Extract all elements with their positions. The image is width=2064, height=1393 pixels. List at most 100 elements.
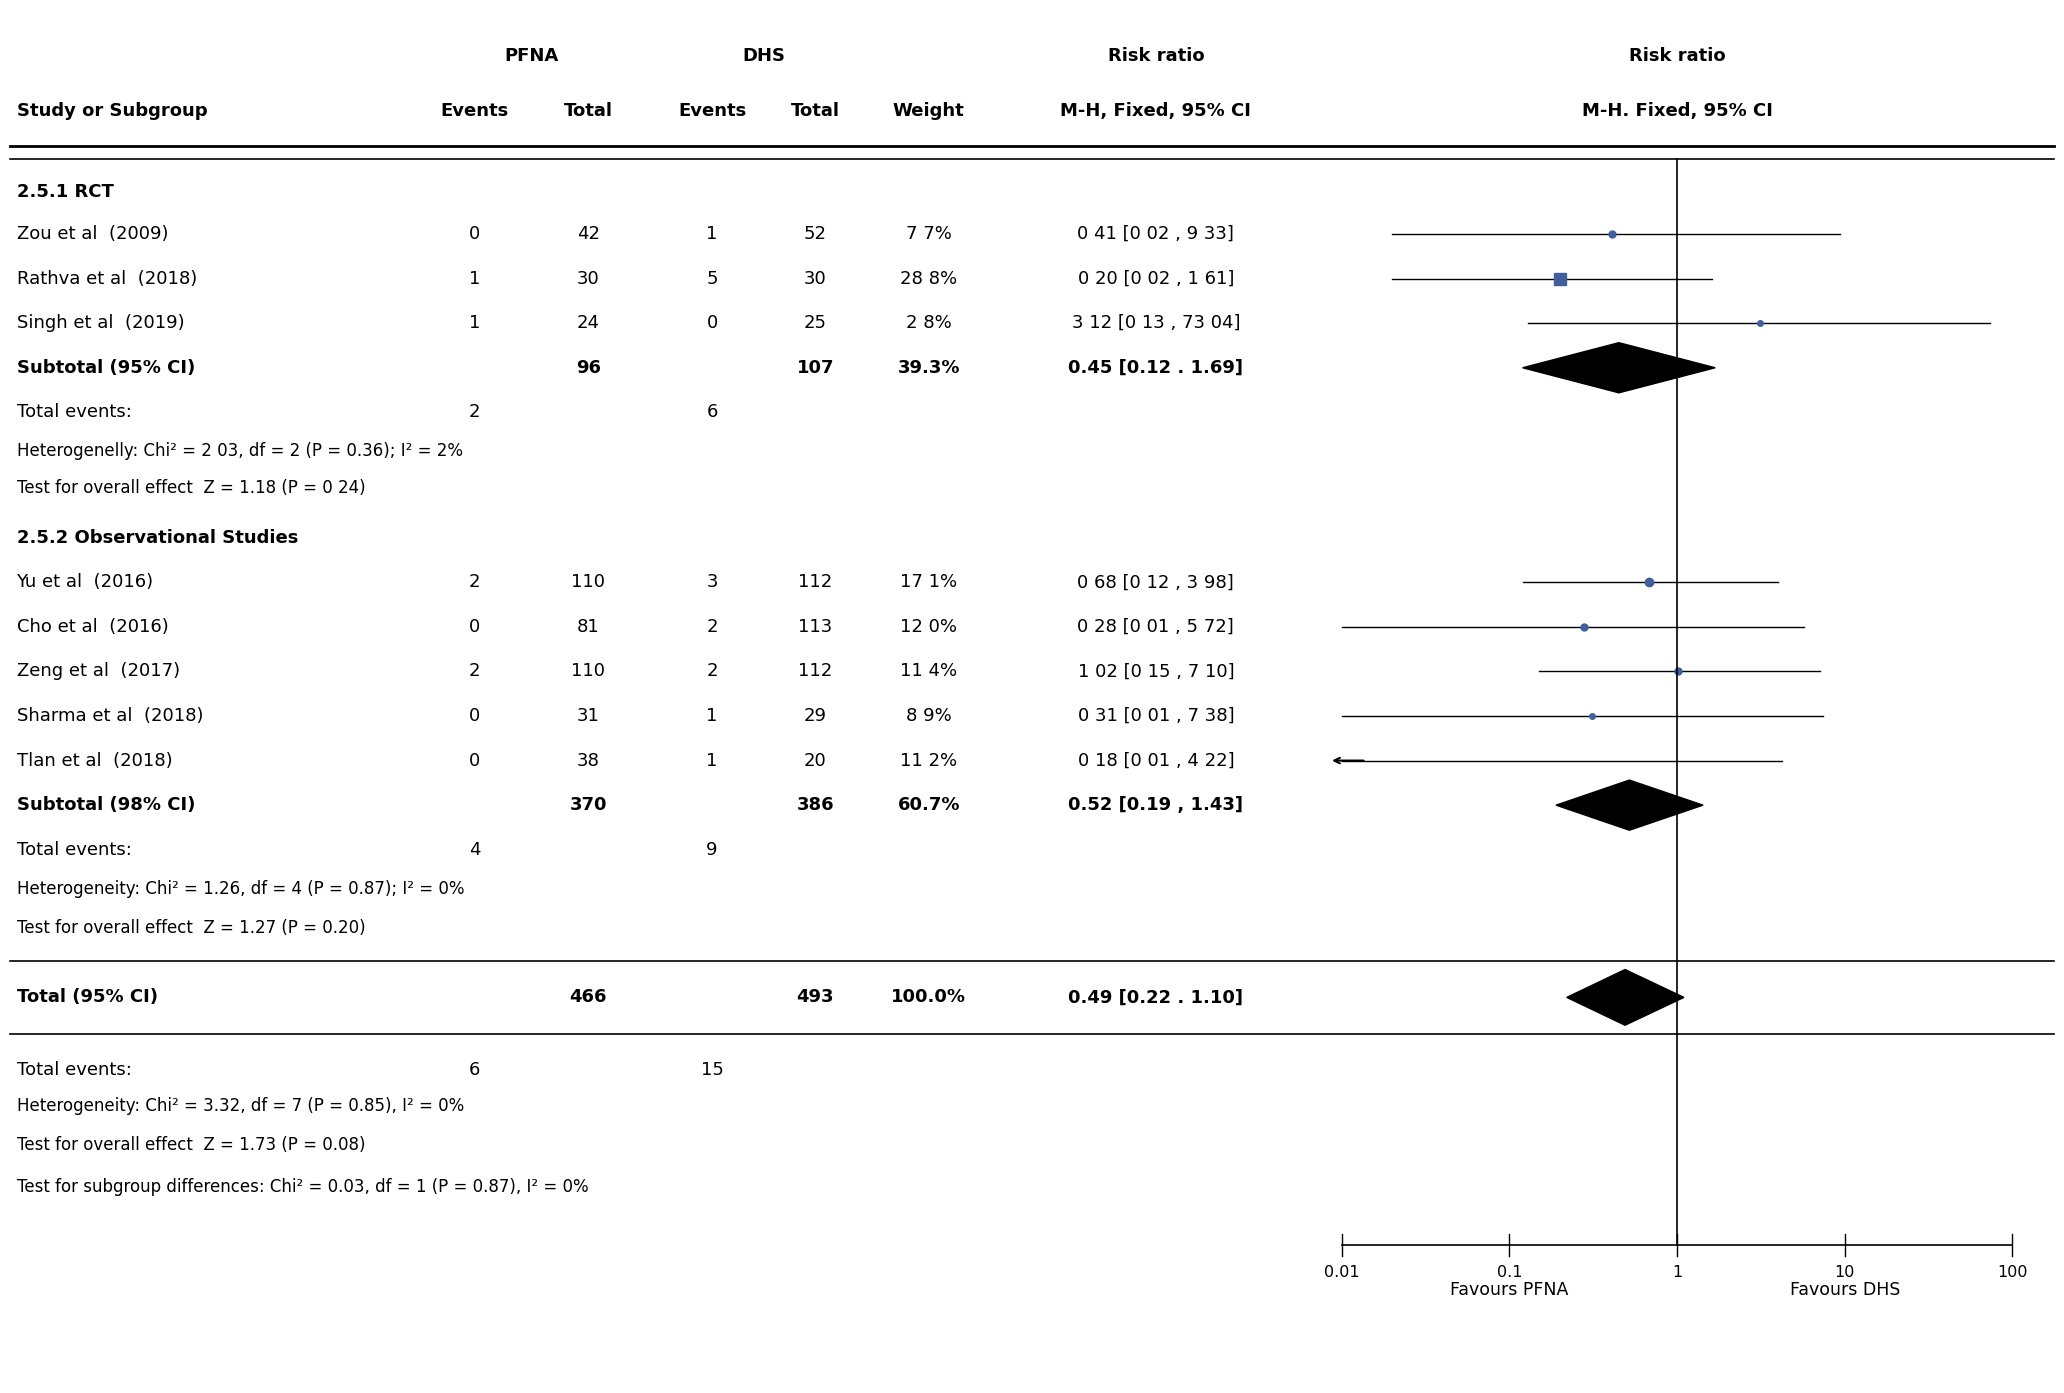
Text: Zeng et al  (2017): Zeng et al (2017) <box>17 663 180 680</box>
Text: Heterogeneity: Chi² = 1.26, df = 4 (P = 0.87); I² = 0%: Heterogeneity: Chi² = 1.26, df = 4 (P = … <box>17 880 464 897</box>
Text: Total: Total <box>563 103 613 120</box>
Text: 20: 20 <box>803 752 828 769</box>
Text: 25: 25 <box>803 315 828 332</box>
Text: Test for overall effect  Z = 1.73 (P = 0.08): Test for overall effect Z = 1.73 (P = 0.… <box>17 1137 365 1153</box>
Text: 370: 370 <box>570 797 607 814</box>
Text: 0: 0 <box>469 226 481 242</box>
Text: 0.45 [0.12 . 1.69]: 0.45 [0.12 . 1.69] <box>1069 359 1243 376</box>
Text: 2.5.1 RCT: 2.5.1 RCT <box>17 184 114 201</box>
Text: 2: 2 <box>469 574 481 591</box>
Text: 1: 1 <box>706 752 718 769</box>
Text: 3 12 [0 13 , 73 04]: 3 12 [0 13 , 73 04] <box>1071 315 1240 332</box>
Text: 39.3%: 39.3% <box>898 359 960 376</box>
Text: PFNA: PFNA <box>504 47 559 64</box>
Text: 38: 38 <box>576 752 601 769</box>
Text: Singh et al  (2019): Singh et al (2019) <box>17 315 184 332</box>
Text: Heterogeneity: Chi² = 3.32, df = 7 (P = 0.85), I² = 0%: Heterogeneity: Chi² = 3.32, df = 7 (P = … <box>17 1098 464 1114</box>
Text: 42: 42 <box>576 226 601 242</box>
Text: 493: 493 <box>797 989 834 1006</box>
Text: 112: 112 <box>799 574 832 591</box>
Text: 28 8%: 28 8% <box>900 270 958 287</box>
Text: Test for subgroup differences: Chi² = 0.03, df = 1 (P = 0.87), I² = 0%: Test for subgroup differences: Chi² = 0.… <box>17 1178 588 1195</box>
Text: 0.52 [0.19 , 1.43]: 0.52 [0.19 , 1.43] <box>1069 797 1243 814</box>
Text: 10: 10 <box>1835 1265 1856 1280</box>
Text: 0: 0 <box>469 708 481 724</box>
Text: Cho et al  (2016): Cho et al (2016) <box>17 618 169 635</box>
Text: Test for overall effect  Z = 1.18 (P = 0 24): Test for overall effect Z = 1.18 (P = 0 … <box>17 479 365 496</box>
Text: DHS: DHS <box>743 47 784 64</box>
Text: 11 2%: 11 2% <box>900 752 958 769</box>
Text: 2: 2 <box>706 618 718 635</box>
Text: M-H, Fixed, 95% CI: M-H, Fixed, 95% CI <box>1061 103 1251 120</box>
Text: 15: 15 <box>700 1061 724 1078</box>
Text: 113: 113 <box>799 618 832 635</box>
Text: 17 1%: 17 1% <box>900 574 958 591</box>
Text: 0.49 [0.22 . 1.10]: 0.49 [0.22 . 1.10] <box>1069 989 1243 1006</box>
Text: 0.01: 0.01 <box>1323 1265 1360 1280</box>
Text: Risk ratio: Risk ratio <box>1628 47 1726 64</box>
Text: 5: 5 <box>706 270 718 287</box>
Text: Total (95% CI): Total (95% CI) <box>17 989 157 1006</box>
Text: 0: 0 <box>469 752 481 769</box>
Text: 0 20 [0 02 , 1 61]: 0 20 [0 02 , 1 61] <box>1077 270 1234 287</box>
Text: Subtotal (98% CI): Subtotal (98% CI) <box>17 797 194 814</box>
Text: 0: 0 <box>706 315 718 332</box>
Text: 386: 386 <box>797 797 834 814</box>
Text: 1: 1 <box>706 226 718 242</box>
Text: 1 02 [0 15 , 7 10]: 1 02 [0 15 , 7 10] <box>1077 663 1234 680</box>
Text: 9: 9 <box>706 841 718 858</box>
Text: 1: 1 <box>706 708 718 724</box>
Text: Yu et al  (2016): Yu et al (2016) <box>17 574 153 591</box>
Text: 30: 30 <box>803 270 828 287</box>
Text: Heterogenelly: Chi² = 2 03, df = 2 (P = 0.36); I² = 2%: Heterogenelly: Chi² = 2 03, df = 2 (P = … <box>17 443 462 460</box>
Text: Events: Events <box>677 103 747 120</box>
Text: Study or Subgroup: Study or Subgroup <box>17 103 206 120</box>
Text: 2: 2 <box>706 663 718 680</box>
Text: 110: 110 <box>572 574 605 591</box>
Text: 1: 1 <box>469 270 481 287</box>
Text: 100.0%: 100.0% <box>892 989 966 1006</box>
Text: 0 28 [0 01 , 5 72]: 0 28 [0 01 , 5 72] <box>1077 618 1234 635</box>
Text: Sharma et al  (2018): Sharma et al (2018) <box>17 708 202 724</box>
Text: 12 0%: 12 0% <box>900 618 958 635</box>
Text: 0.1: 0.1 <box>1496 1265 1521 1280</box>
Text: 107: 107 <box>797 359 834 376</box>
Text: 0 41 [0 02 , 9 33]: 0 41 [0 02 , 9 33] <box>1077 226 1234 242</box>
Text: 8 9%: 8 9% <box>906 708 952 724</box>
Text: 2: 2 <box>469 404 481 421</box>
Text: 112: 112 <box>799 663 832 680</box>
Text: 110: 110 <box>572 663 605 680</box>
Text: 2.5.2 Observational Studies: 2.5.2 Observational Studies <box>17 529 297 546</box>
Text: 30: 30 <box>576 270 601 287</box>
Text: Test for overall effect  Z = 1.27 (P = 0.20): Test for overall effect Z = 1.27 (P = 0.… <box>17 919 365 936</box>
Text: Rathva et al  (2018): Rathva et al (2018) <box>17 270 196 287</box>
Text: 1: 1 <box>469 315 481 332</box>
Polygon shape <box>1556 780 1703 830</box>
Text: Events: Events <box>440 103 510 120</box>
Text: 29: 29 <box>803 708 828 724</box>
Text: 100: 100 <box>1998 1265 2027 1280</box>
Text: 3: 3 <box>706 574 718 591</box>
Text: 466: 466 <box>570 989 607 1006</box>
Text: 2 8%: 2 8% <box>906 315 952 332</box>
Text: 6: 6 <box>706 404 718 421</box>
Text: 0: 0 <box>469 618 481 635</box>
Text: 0 18 [0 01 , 4 22]: 0 18 [0 01 , 4 22] <box>1077 752 1234 769</box>
Polygon shape <box>1523 343 1715 393</box>
Text: M-H. Fixed, 95% CI: M-H. Fixed, 95% CI <box>1581 103 1773 120</box>
Text: 52: 52 <box>803 226 828 242</box>
Text: Total events:: Total events: <box>17 404 132 421</box>
Text: 81: 81 <box>576 618 601 635</box>
Text: 0 31 [0 01 , 7 38]: 0 31 [0 01 , 7 38] <box>1077 708 1234 724</box>
Text: 6: 6 <box>469 1061 481 1078</box>
Text: 7 7%: 7 7% <box>906 226 952 242</box>
Text: 2: 2 <box>469 663 481 680</box>
Text: 24: 24 <box>576 315 601 332</box>
Text: Favours DHS: Favours DHS <box>1789 1282 1899 1298</box>
Text: Total events:: Total events: <box>17 841 132 858</box>
Text: Total events:: Total events: <box>17 1061 132 1078</box>
Polygon shape <box>1567 970 1684 1025</box>
Text: Risk ratio: Risk ratio <box>1108 47 1203 64</box>
Text: 31: 31 <box>576 708 601 724</box>
Text: 1: 1 <box>1672 1265 1682 1280</box>
